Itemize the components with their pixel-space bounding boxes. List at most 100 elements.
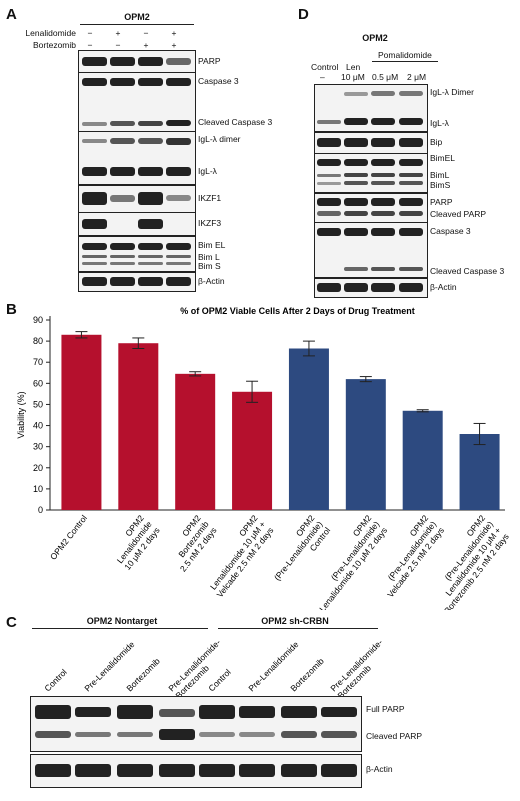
label-ikzf1: IKZF1	[198, 193, 222, 203]
bar	[459, 434, 500, 510]
blot-actin-a	[78, 272, 196, 292]
x-tick-label: OPM2(Pre-Lenalidomide)Control	[264, 513, 332, 589]
label-d-igl: IgL-λ	[430, 118, 449, 128]
lane-label: Control	[206, 667, 233, 694]
treat-sign: +	[171, 28, 177, 38]
bar	[61, 334, 102, 510]
label-ikzf3: IKZF3	[198, 218, 222, 228]
label-d-cleaved-parp: Cleaved PARP	[430, 209, 487, 219]
label-c-full-parp: Full PARP	[366, 704, 405, 714]
viability-chart: % of OPM2 Viable Cells After 2 Days of D…	[16, 306, 511, 610]
lane-label: Bortezomib	[124, 656, 162, 694]
dose-len: 10 μM	[341, 72, 365, 82]
blot-ikzf1	[78, 185, 196, 213]
y-tick-label: 30	[33, 442, 43, 452]
dose-control: –	[320, 72, 325, 82]
label-d-bip: Bip	[430, 137, 443, 147]
label-igl-dimer: IgL-λ dimer	[198, 134, 241, 144]
dose-pom-high: 2 μM	[407, 72, 427, 82]
blot-d-actin	[314, 278, 428, 298]
lane-label: Pre-Lenalidomide-Bortezomib	[166, 637, 229, 700]
panel-a-header-line	[80, 24, 194, 25]
treat-sign: −	[87, 40, 93, 50]
group-len: Len	[346, 62, 361, 72]
label-c-actin: β-Actin	[366, 764, 393, 774]
pomalidomide-line	[372, 61, 438, 62]
y-tick-label: 40	[33, 421, 43, 431]
panel-a-label: A	[6, 6, 17, 23]
blot-parp	[78, 50, 196, 74]
label-actin-a: β-Actin	[198, 276, 225, 286]
group-control: Control	[311, 62, 339, 72]
blot-caspase3	[78, 72, 196, 132]
treat-sign: +	[171, 40, 177, 50]
bar	[345, 379, 386, 510]
bar	[288, 348, 329, 510]
panel-a-header: OPM2	[124, 12, 150, 22]
blot-igl-lambda	[78, 131, 196, 185]
panel-b-label: B	[6, 301, 17, 318]
treatment-bortezomib-label: Bortezomib	[33, 40, 76, 50]
y-tick-label: 80	[33, 336, 43, 346]
x-tick-label: OPM2Lenalidomide10 μM 2 days	[106, 513, 161, 572]
label-bim-s: Bim S	[198, 261, 221, 271]
label-d-parp: PARP	[430, 197, 453, 207]
y-axis-label: Viability (%)	[16, 391, 26, 438]
label-bim-el: Bim EL	[198, 240, 226, 250]
label-d-bimel: BimEL	[430, 153, 456, 163]
label-d-caspase3: Caspase 3	[430, 226, 471, 236]
y-tick-label: 0	[38, 505, 43, 515]
label-d-biml: BimL	[430, 170, 450, 180]
lane-label: Pre-Lenalidomide-Bortezomib	[328, 637, 391, 700]
label-d-bims: BimS	[430, 180, 451, 190]
lane-label: Bortezomib	[288, 656, 326, 694]
panel-c-label: C	[6, 614, 17, 631]
bar	[118, 343, 159, 510]
blot-d-caspase3	[314, 222, 428, 278]
dose-pom-low: 0.5 μM	[372, 72, 399, 82]
label-d-igl-dimer: IgL-λ Dimer	[430, 87, 474, 97]
blot-bim	[78, 236, 196, 272]
blot-d-igl	[314, 84, 428, 132]
label-bim-l: Bim L	[198, 252, 220, 262]
group-pomalidomide: Pomalidomide	[378, 50, 432, 60]
treat-sign: −	[115, 40, 121, 50]
chart-title: % of OPM2 Viable Cells After 2 Days of D…	[180, 306, 415, 316]
blot-ikzf3	[78, 212, 196, 236]
nontarget-line	[32, 628, 208, 629]
label-cleaved-caspase3: Cleaved Caspase 3	[198, 117, 273, 127]
treat-sign: +	[143, 40, 149, 50]
panel-d-header: OPM2	[362, 33, 388, 43]
x-tick-label: OPM2Bortezomib2.5 nM 2 days	[162, 513, 219, 574]
y-tick-label: 60	[33, 378, 43, 388]
label-d-actin: β-Actin	[430, 282, 457, 292]
group-sh-crbn: OPM2 sh-CRBN	[261, 616, 329, 626]
blot-c-parp	[30, 696, 362, 752]
bar	[175, 373, 216, 510]
sh-crbn-line	[218, 628, 378, 629]
treatment-lenalidomide-label: Lenalidomide	[25, 28, 76, 38]
treat-sign: −	[143, 28, 149, 38]
bar	[402, 410, 443, 510]
blot-d-bip	[314, 132, 428, 154]
blot-c-actin	[30, 754, 362, 788]
label-d-cleaved-caspase3: Cleaved Caspase 3	[430, 266, 505, 276]
y-tick-label: 70	[33, 357, 43, 367]
treat-sign: +	[115, 28, 121, 38]
label-igl: IgL-λ	[198, 166, 217, 176]
y-tick-label: 50	[33, 399, 43, 409]
y-tick-label: 90	[33, 315, 43, 325]
lane-label: Control	[42, 667, 69, 694]
blot-d-parp	[314, 193, 428, 223]
treat-sign: −	[87, 28, 93, 38]
blot-d-bim	[314, 153, 428, 193]
panel-d-label: D	[298, 6, 309, 23]
bar	[232, 391, 273, 510]
y-tick-label: 10	[33, 484, 43, 494]
x-tick-label: OPM2 Control	[48, 513, 89, 562]
y-tick-label: 20	[33, 463, 43, 473]
label-parp: PARP	[198, 56, 221, 66]
label-c-cleaved-parp: Cleaved PARP	[366, 731, 423, 741]
label-caspase3: Caspase 3	[198, 76, 239, 86]
